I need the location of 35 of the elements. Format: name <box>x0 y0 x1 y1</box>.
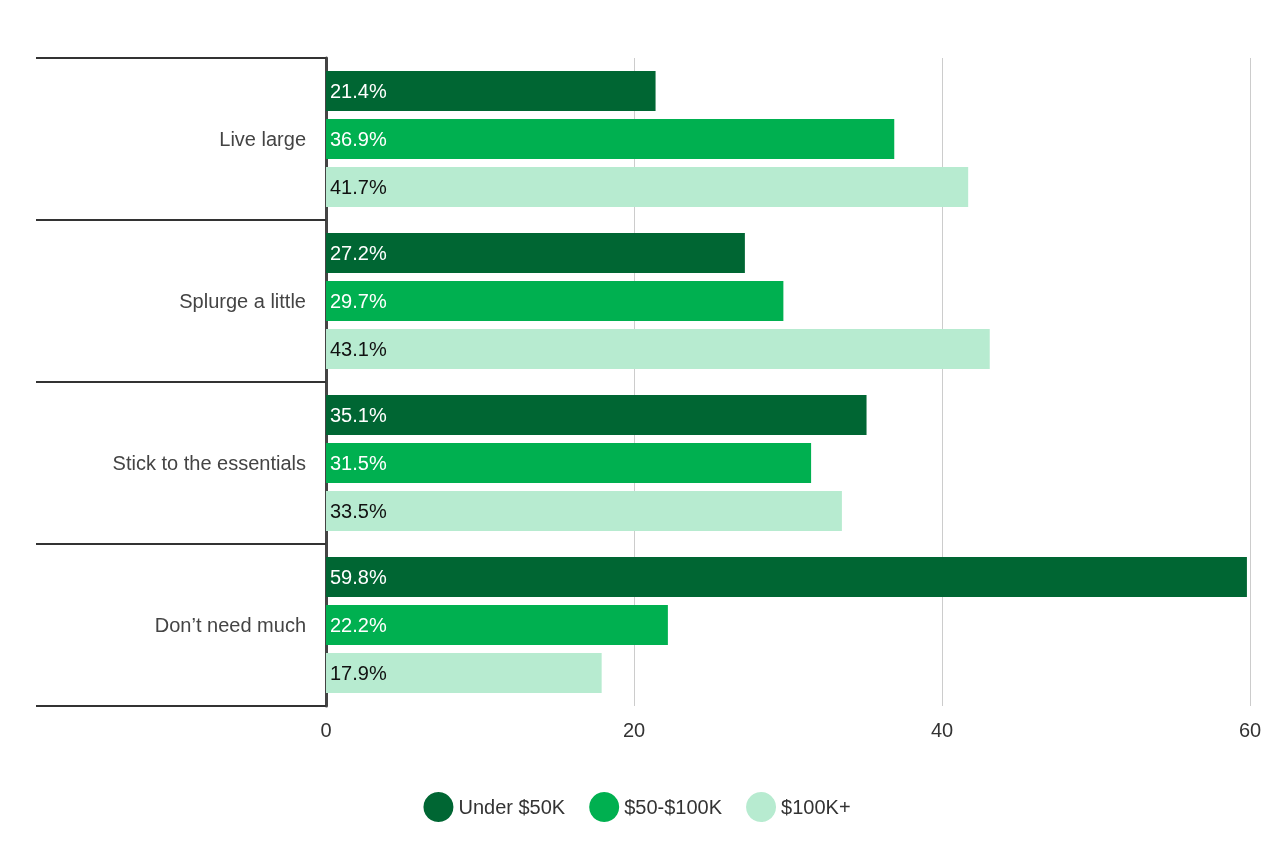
bar <box>326 556 1247 597</box>
bar <box>326 653 602 694</box>
data-label: 17.9% <box>330 662 387 685</box>
bar <box>326 394 867 435</box>
bar <box>326 604 668 646</box>
bar <box>326 232 745 273</box>
bar <box>326 329 990 370</box>
legend-label: $100K+ <box>781 796 851 818</box>
data-label: 31.5% <box>330 452 387 474</box>
data-label: 43.1% <box>330 338 387 361</box>
legend-label: $50-$100K <box>624 796 723 818</box>
y-tick-label: Don’t need much <box>154 614 306 636</box>
x-tick-label: 40 <box>930 719 954 741</box>
x-tick-label: 20 <box>622 719 646 741</box>
bar <box>326 491 842 532</box>
x-tick-label: 60 <box>1238 719 1262 741</box>
data-label: 33.5% <box>330 500 387 523</box>
bar <box>326 118 895 160</box>
data-label: 22.2% <box>330 614 387 636</box>
bar <box>326 280 784 322</box>
data-label: 41.7% <box>330 176 387 199</box>
data-label: 36.9% <box>330 128 387 150</box>
data-label: 27.2% <box>330 241 387 264</box>
legend-label: Under $50K <box>458 796 566 818</box>
data-label: 29.7% <box>330 290 387 312</box>
x-tick-label: 0 <box>320 719 332 741</box>
data-label: 35.1% <box>330 403 387 426</box>
y-tick-label: Stick to the essentials <box>112 452 306 474</box>
y-tick-label: Live large <box>219 128 306 150</box>
data-label: 21.4% <box>330 79 387 102</box>
bar <box>326 70 656 111</box>
bar <box>326 442 812 484</box>
y-tick-label: Splurge a little <box>179 290 306 312</box>
bar <box>326 167 969 208</box>
data-label: 59.8% <box>330 565 387 588</box>
